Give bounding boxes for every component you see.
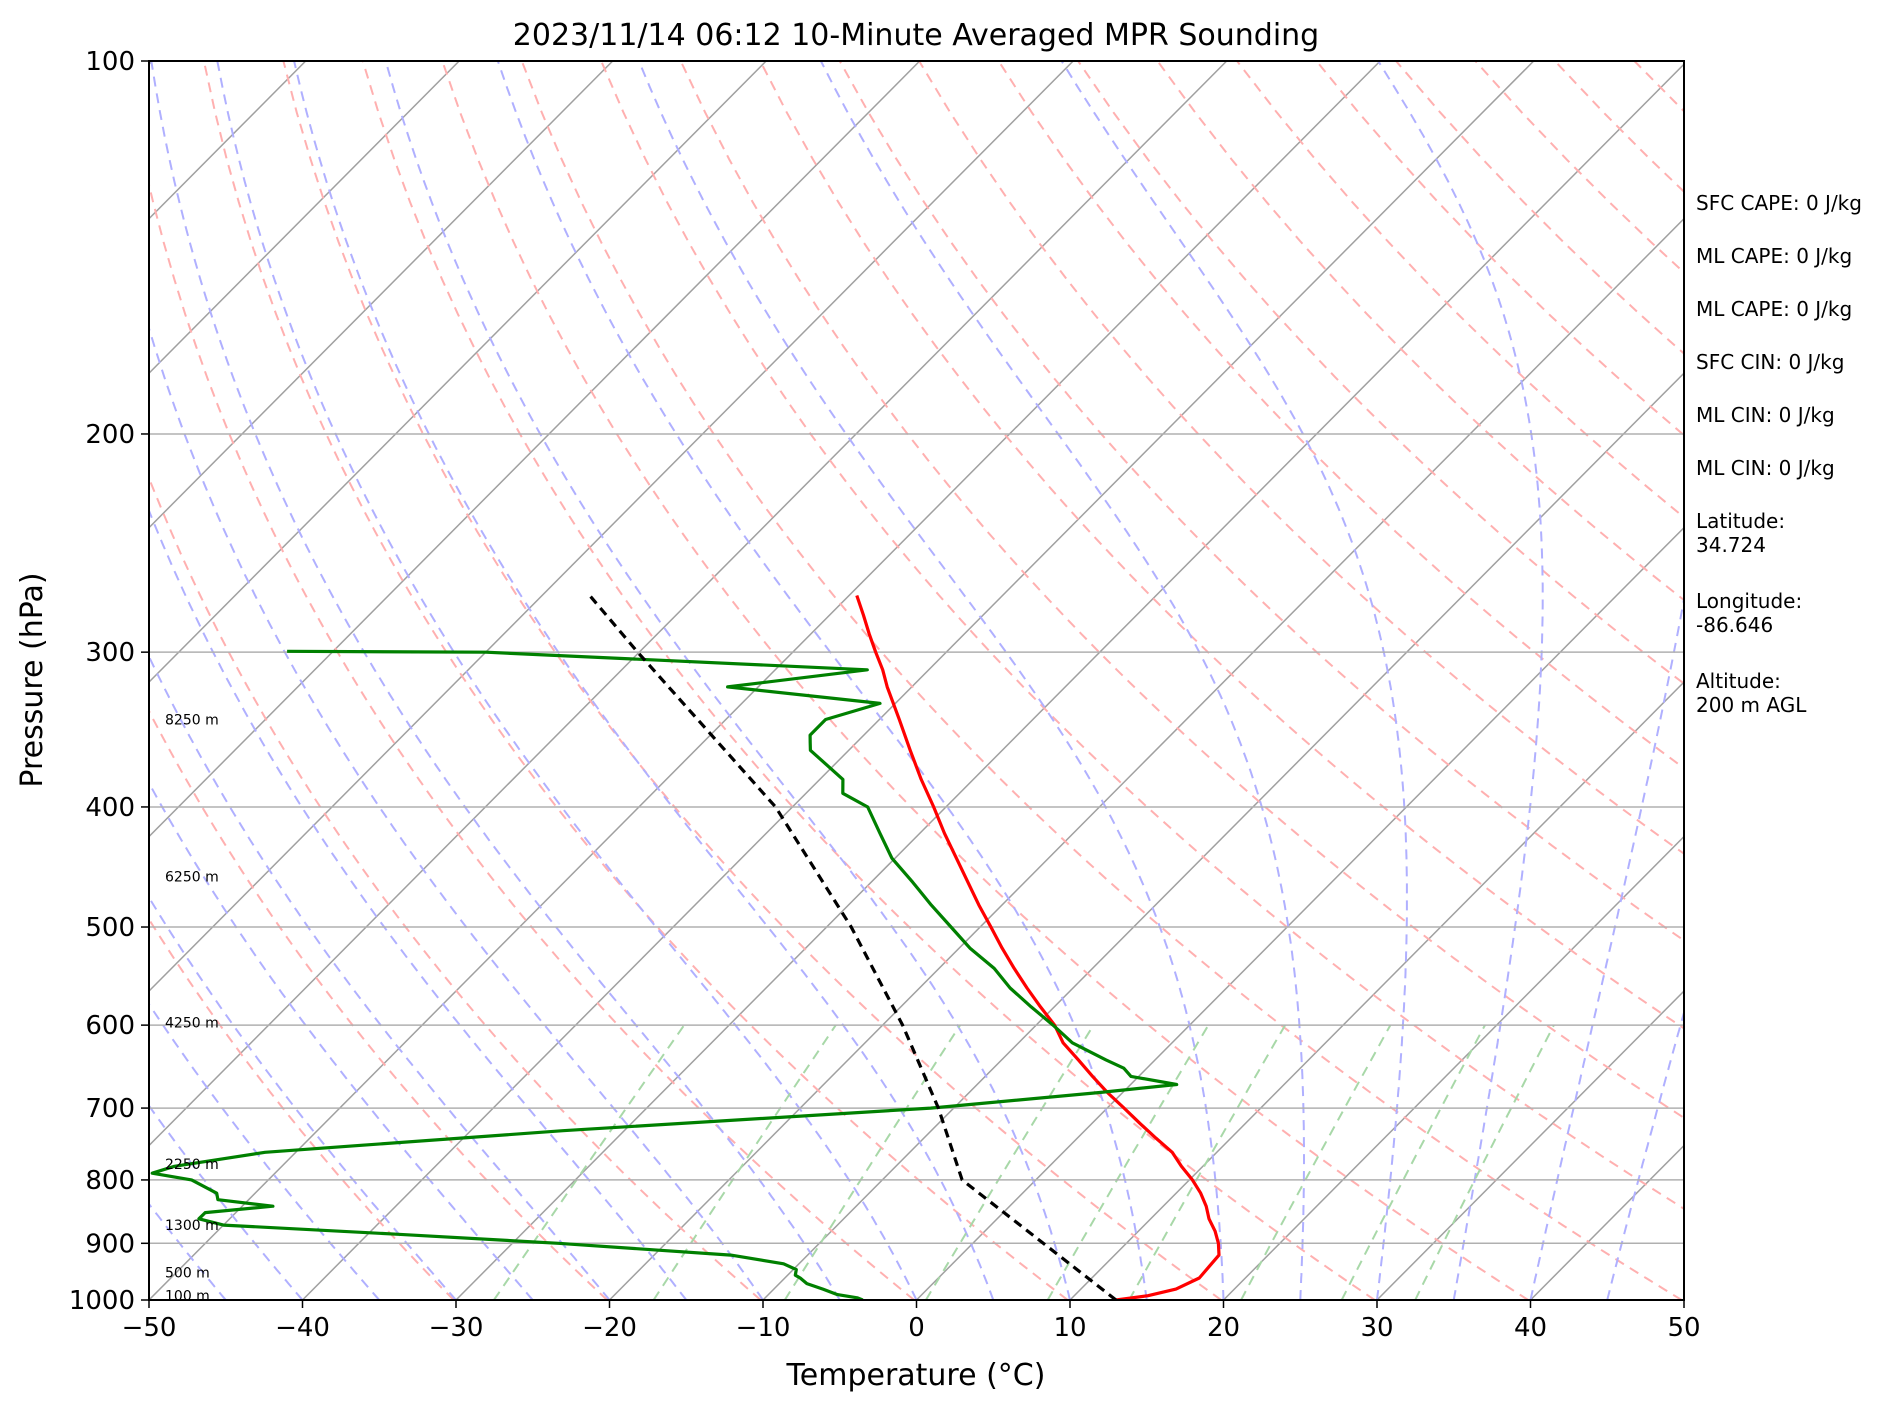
moist-adiabat-line	[149, 781, 534, 1300]
isotherm-line	[608, 217, 1684, 1300]
info-entry: ML CIN: 0 J/kg	[1696, 403, 1835, 427]
isotherm-line	[1376, 989, 1684, 1300]
mixing-ratio-line	[1340, 1024, 1486, 1300]
info-entry: Altitude: 200 m AGL	[1696, 669, 1807, 717]
y-tick-label: 100	[85, 47, 135, 77]
dry-adiabat-line	[149, 917, 455, 1300]
isotherm-line	[1069, 681, 1684, 1300]
isotherm-line	[149, 61, 460, 375]
info-entry: ML CAPE: 0 J/kg	[1696, 244, 1852, 268]
moist-adiabat-line	[1377, 61, 1544, 1300]
dry-adiabat-line	[600, 61, 1684, 1210]
y-axis-label: Pressure (hPa)	[15, 572, 50, 787]
y-tick-label: 800	[85, 1166, 135, 1196]
dry-adiabat-line	[1156, 61, 1684, 602]
height-label: 500 m	[165, 1265, 210, 1281]
dry-adiabat-line	[441, 61, 1529, 1300]
temperature-line	[855, 594, 1221, 1300]
y-tick-label: 700	[85, 1094, 135, 1124]
isotherm-line	[762, 372, 1684, 1300]
x-tick-label: 10	[1053, 1313, 1086, 1343]
info-panel: SFC CAPE: 0 J/kg ML CAPE: 0 J/kg ML CAPE: …	[1696, 191, 1862, 717]
moist-adiabat-line	[149, 508, 688, 1300]
x-tick-label: −20	[582, 1313, 637, 1343]
y-tick-label: 900	[85, 1229, 135, 1259]
x-tick-label: −10	[736, 1313, 791, 1343]
isotherm-line	[149, 61, 1381, 1300]
y-axis-ticks: 100 200 300 400 500 600 700 800 900 1000	[69, 47, 149, 1316]
x-tick-label: −40	[275, 1313, 330, 1343]
info-entry: ML CAPE: 0 J/kg	[1696, 297, 1852, 321]
isotherm-line	[149, 61, 1228, 1147]
profile-series	[150, 594, 1221, 1300]
dry-adiabat-line	[149, 180, 915, 1300]
moist-adiabat-line	[384, 61, 1071, 1300]
height-label: 8250 m	[165, 713, 219, 729]
moist-adiabat-line	[293, 61, 995, 1300]
dry-adiabat-line	[520, 61, 1683, 1300]
dry-adiabat-line	[918, 61, 1684, 855]
y-tick-label: 1000	[69, 1286, 135, 1316]
height-label: 4250 m	[165, 1015, 219, 1031]
x-tick-label: 50	[1667, 1313, 1700, 1343]
isotherm-line	[149, 61, 1074, 993]
dry-adiabat-line	[679, 61, 1684, 1120]
isotherm-line	[455, 63, 1684, 1300]
y-tick-label: 600	[85, 1011, 135, 1041]
info-entry: Latitude: 34.724	[1696, 509, 1785, 557]
x-tick-label: 20	[1207, 1313, 1240, 1343]
isotherm-line	[149, 61, 767, 684]
moist-adiabat-line	[1529, 593, 1684, 1300]
isotherm-line	[149, 61, 921, 838]
y-tick-label: 500	[85, 913, 135, 943]
isotherm-line	[915, 526, 1684, 1300]
info-entry: SFC CIN: 0 J/kg	[1696, 350, 1844, 374]
height-label: 2250 m	[165, 1157, 219, 1173]
isotherm-line	[149, 61, 614, 529]
moist-adiabat-line	[1606, 1008, 1684, 1300]
x-tick-label: 0	[908, 1313, 925, 1343]
x-tick-label: −50	[122, 1313, 177, 1343]
dry-adiabat-line	[1077, 61, 1684, 685]
info-entry: Longitude: -86.646	[1696, 589, 1802, 637]
moist-adiabat-line	[1060, 61, 1408, 1300]
dry-adiabat-line	[149, 708, 608, 1300]
chart-title: 2023/11/14 06:12 10-Minute Averaged MPR …	[513, 18, 1319, 53]
moist-adiabat-line	[150, 61, 841, 1300]
parcel-path-line	[588, 594, 1117, 1300]
moist-adiabat-line	[496, 61, 1148, 1300]
dewpoint-line	[150, 649, 1179, 1300]
height-label: 6250 m	[165, 869, 219, 885]
x-tick-label: −30	[429, 1313, 484, 1343]
dry-adiabat-line	[149, 475, 762, 1300]
moist-adiabat-line	[637, 61, 1225, 1300]
isotherm-line	[301, 61, 1535, 1300]
dry-adiabat-line	[997, 61, 1684, 770]
info-entry: ML CIN: 0 J/kg	[1696, 456, 1835, 480]
x-axis-label: Temperature (°C)	[786, 1358, 1046, 1393]
moist-adiabat-line	[149, 654, 611, 1300]
x-axis-ticks: −50 −40 −30 −20 −10 0 10 20 30 40 50	[122, 1300, 1701, 1343]
x-tick-label: 40	[1514, 1313, 1547, 1343]
height-labels: 8250 m 6250 m 4250 m 2250 m 1300 m 500 m 100 m	[165, 713, 219, 1305]
isotherm-line	[1222, 835, 1684, 1300]
moist-adiabat-line	[149, 324, 764, 1300]
moist-adiabat-line	[149, 895, 457, 1300]
mixing-ratio-line	[1414, 1024, 1555, 1300]
moist-adiabat-line	[820, 61, 1305, 1300]
height-label: 100 m	[165, 1289, 210, 1305]
y-tick-label: 400	[85, 793, 135, 823]
x-tick-label: 30	[1360, 1313, 1393, 1343]
height-label: 1300 m	[165, 1218, 219, 1234]
info-entry: SFC CAPE: 0 J/kg	[1696, 191, 1862, 215]
background-lines	[149, 61, 1684, 1300]
y-tick-label: 200	[85, 420, 135, 450]
y-tick-label: 300	[85, 638, 135, 668]
dry-adiabat-line	[759, 61, 1684, 1030]
